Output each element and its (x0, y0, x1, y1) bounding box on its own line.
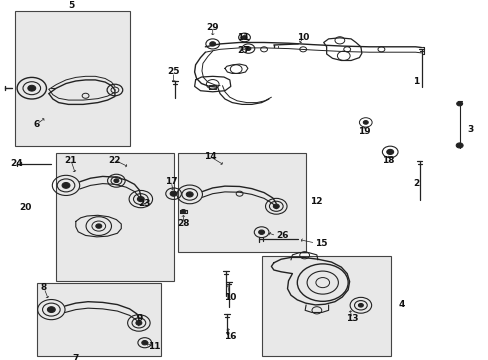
Circle shape (142, 341, 147, 345)
Circle shape (245, 47, 250, 50)
Text: 10: 10 (296, 33, 309, 42)
Circle shape (47, 307, 55, 312)
Text: 4: 4 (398, 300, 404, 309)
Circle shape (386, 149, 393, 154)
Text: 16: 16 (223, 332, 236, 341)
Text: 11: 11 (237, 33, 249, 42)
Text: 13: 13 (345, 314, 358, 323)
FancyBboxPatch shape (261, 256, 390, 356)
Text: 1: 1 (412, 77, 419, 85)
FancyBboxPatch shape (56, 153, 173, 281)
Circle shape (181, 210, 185, 213)
Text: 26: 26 (276, 231, 288, 240)
Circle shape (258, 230, 264, 234)
Circle shape (358, 303, 363, 307)
Text: 10: 10 (223, 292, 236, 302)
Text: 27: 27 (237, 46, 249, 55)
Circle shape (96, 224, 102, 228)
Text: 23: 23 (138, 199, 150, 208)
Text: 20: 20 (20, 202, 32, 211)
Circle shape (363, 121, 367, 124)
Text: 29: 29 (206, 22, 219, 31)
Text: 15: 15 (315, 238, 327, 248)
Circle shape (273, 204, 279, 208)
Text: 3: 3 (466, 125, 472, 134)
Circle shape (456, 102, 462, 106)
Text: 8: 8 (41, 284, 47, 292)
FancyBboxPatch shape (178, 153, 305, 252)
Circle shape (136, 321, 142, 325)
Text: 28: 28 (177, 219, 189, 228)
Text: 2: 2 (412, 179, 419, 188)
Text: 5: 5 (68, 1, 74, 10)
Circle shape (28, 85, 36, 91)
Text: 6: 6 (34, 120, 40, 129)
Text: 22: 22 (108, 156, 121, 165)
Circle shape (186, 192, 193, 197)
Text: 7: 7 (72, 354, 79, 360)
Text: 17: 17 (164, 177, 177, 186)
Circle shape (455, 143, 462, 148)
Text: 9: 9 (136, 314, 142, 323)
Circle shape (114, 179, 119, 183)
Text: 14: 14 (203, 152, 216, 161)
Circle shape (170, 191, 177, 196)
Text: 11: 11 (147, 342, 160, 351)
Text: 19: 19 (357, 127, 370, 136)
Text: 12: 12 (310, 197, 323, 206)
Circle shape (209, 42, 215, 46)
Circle shape (137, 197, 144, 202)
FancyBboxPatch shape (37, 283, 161, 356)
Text: 24: 24 (10, 159, 22, 168)
Text: 18: 18 (382, 156, 394, 165)
FancyBboxPatch shape (15, 11, 129, 146)
Circle shape (62, 183, 70, 188)
Circle shape (242, 36, 246, 39)
Text: 25: 25 (167, 68, 180, 77)
Text: 21: 21 (64, 156, 77, 165)
